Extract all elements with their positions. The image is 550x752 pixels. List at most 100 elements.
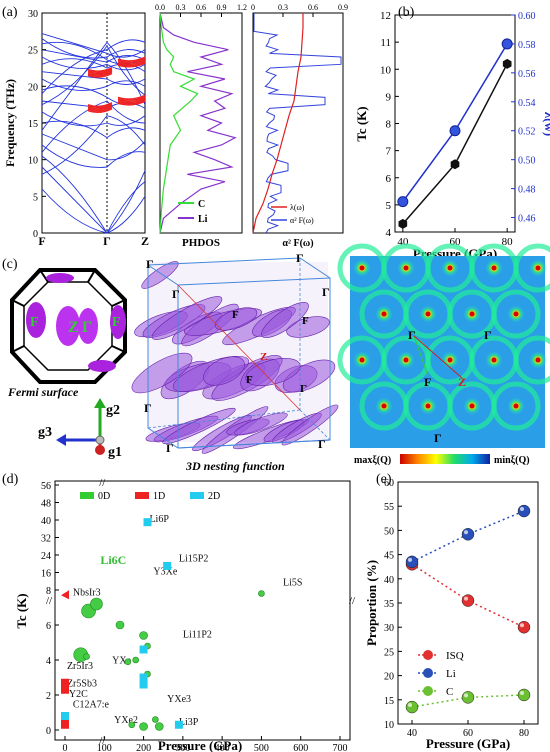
lambda-point [501, 38, 513, 50]
y2-tick-label: 0.60 [518, 11, 536, 22]
point-gamma: Γ [318, 437, 326, 451]
y-tick-label: 7 [386, 146, 392, 158]
colorbar-min: minξ(Q) [494, 455, 530, 466]
y2-tick-label: 0.50 [518, 156, 536, 167]
y-tick-label: 5 [33, 192, 38, 203]
point-highlight [408, 703, 412, 708]
colorbar [400, 454, 490, 464]
point-gamma: Γ [146, 257, 154, 271]
y-tick-label: 24 [41, 551, 51, 562]
point-highlight [408, 557, 412, 562]
marker-2d [139, 680, 148, 689]
xtick-Z: Z [141, 234, 149, 248]
y-tick-label: 11 [380, 37, 391, 49]
x-tick-label: 600 [293, 743, 308, 752]
y-tick-label: 32 [41, 534, 51, 545]
x-tick-label: 0.6 [308, 3, 318, 12]
phonon-branch [41, 133, 146, 161]
y-tick-label: 4 [46, 656, 51, 667]
y2-tick-label: 0.48 [518, 185, 536, 196]
compound-label: C12A7:e [73, 699, 110, 710]
coupling-highlight [117, 60, 146, 66]
legend-c: C [198, 199, 205, 210]
x-tick-label: 0 [63, 743, 68, 752]
legend-li: Li [198, 214, 208, 225]
axis-g2: g2 [106, 403, 120, 418]
legend-swatch [190, 492, 204, 499]
x-tick-label: 0.9 [217, 3, 227, 12]
legend-label: 2D [208, 491, 220, 502]
nesting-max [447, 265, 453, 271]
x-tick-label: 0.0 [155, 3, 165, 12]
x-tick-label: 500 [254, 743, 269, 752]
a2f-curve [253, 13, 342, 234]
phonon-branch [41, 39, 146, 94]
y-tick-label: 40 [41, 516, 51, 527]
y-tick-label: 5 [386, 200, 392, 212]
point-highlight [520, 690, 524, 695]
coupling-highlight [87, 102, 113, 107]
marker-2d [139, 673, 148, 682]
phonon-branch [41, 166, 146, 234]
nesting-max [381, 403, 387, 409]
y-tick-label: 15 [28, 119, 38, 130]
marker-0d [132, 656, 140, 664]
point-F: F [424, 375, 431, 389]
lambda-curve [252, 13, 304, 234]
phonon-branch [41, 33, 146, 58]
nesting-sheet [214, 307, 258, 331]
coupling-highlight [117, 97, 146, 103]
coupling-highlight [87, 66, 113, 72]
nesting-max [359, 357, 365, 363]
b-y2label: λ(w) [542, 112, 550, 136]
point-gamma: Γ [434, 431, 442, 445]
point-gamma: Γ [322, 285, 330, 299]
point-gamma: Γ [144, 401, 152, 415]
nesting-max [447, 357, 453, 363]
axis-g3: g3 [38, 425, 52, 440]
nesting-max [403, 357, 409, 363]
phonon-branch [41, 45, 146, 106]
nesting-ring [491, 289, 541, 339]
y-tick-label: 2 [46, 691, 51, 702]
coupling-highlight [117, 61, 146, 67]
coupling-highlight [87, 69, 113, 75]
y-tick-label: 25 [384, 647, 394, 658]
compound-label: Y3Xe [153, 567, 177, 578]
nesting-max [381, 311, 387, 317]
nesting-sheet [281, 404, 339, 446]
coupling-highlight [117, 99, 146, 105]
x-tick-label: 0.3 [278, 3, 288, 12]
y-tick-label: 20 [384, 672, 394, 683]
y2-tick-label: 0.46 [518, 214, 536, 225]
colorbar-max: maxξ(Q) [354, 455, 391, 466]
nesting-ring [513, 335, 550, 385]
fermi-pocket [110, 305, 126, 339]
phonon-branch [41, 41, 146, 131]
nesting-sheet [162, 407, 236, 445]
point-Z: Z [458, 375, 466, 389]
series-point [461, 528, 475, 541]
phonon-branch [41, 38, 146, 59]
point-F: F [232, 309, 239, 321]
y-tick-label: 60 [384, 478, 394, 489]
nesting-max [469, 403, 475, 409]
phonon-branch [41, 115, 146, 175]
proportion-chart: Proportion (%) Pressure (GPa) 40 60 80 10 15… [364, 478, 539, 751]
legend-marker [423, 686, 433, 696]
coupling-highlight [87, 70, 113, 76]
marker-1d [61, 720, 69, 729]
point-F: F [30, 315, 39, 330]
series-line [402, 63, 508, 225]
marker-2d [163, 561, 172, 570]
lambda-point [449, 125, 461, 137]
phonon-branch [41, 111, 146, 127]
marker-1d [61, 685, 69, 694]
y2-tick-label: 0.58 [518, 40, 536, 51]
x-tick-label: 80 [502, 236, 514, 248]
phdos-plot: 0.0 0.3 0.6 0.9 1.2 C Li PHDOS [155, 3, 247, 249]
legend-marker [423, 668, 433, 678]
y-tick-label: 48 [41, 499, 51, 510]
x-tick-label: 100 [97, 743, 112, 752]
